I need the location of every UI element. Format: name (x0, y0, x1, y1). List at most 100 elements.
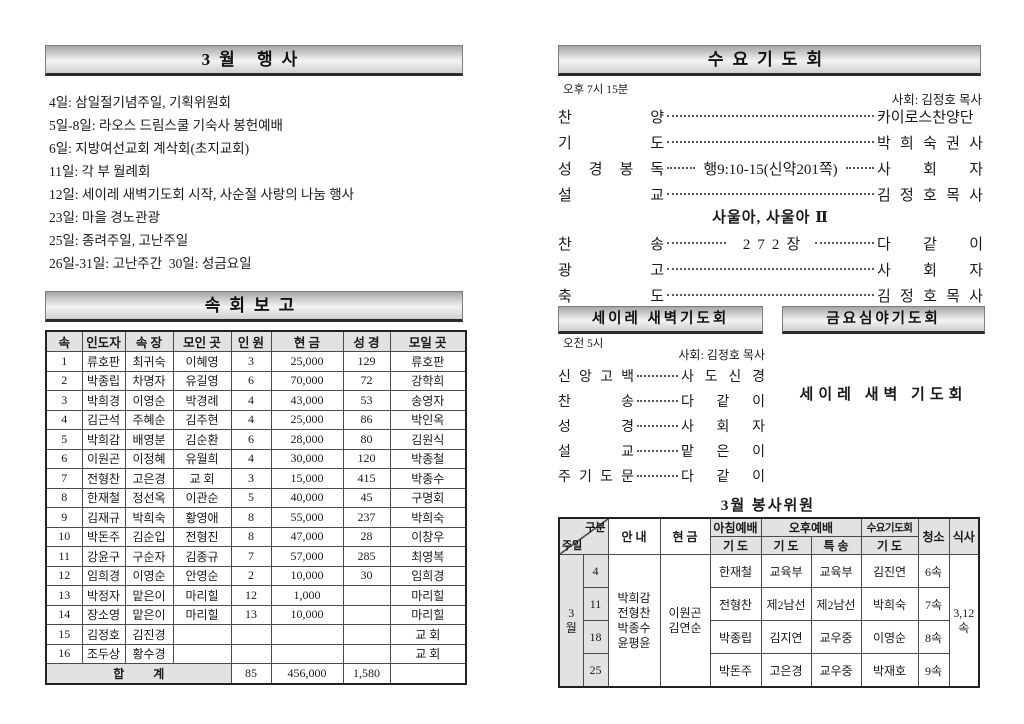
program-value: 사 회 자 (681, 419, 765, 435)
table-cell: 2 (230, 565, 272, 586)
table-cell (270, 643, 344, 664)
table-cell: 맡은이 (124, 604, 174, 625)
program-label: 신 앙 고 백 (558, 369, 634, 385)
annae-names-cell: 박희감 전형찬 박종수 윤평윤 (607, 554, 661, 688)
friday-note: 세이레 새벽 기도회 (799, 387, 968, 403)
total-cell: 456,000 (270, 663, 344, 684)
person-name: 박종수 (617, 620, 651, 635)
person-name: 김연순 (668, 620, 702, 635)
vol-cell: 박종립 (709, 620, 762, 654)
table-cell: 8 (45, 487, 83, 508)
vol-cell: 김진연 (860, 554, 919, 588)
dotted-leader (667, 294, 874, 296)
table-cell: 김순입 (124, 526, 174, 547)
header-afternoon-service: 오후예배 (760, 517, 862, 537)
table-row: 5 박희감 배영분 김순환 6 28,000 80 김원식 (45, 429, 467, 450)
table-cell (342, 624, 391, 645)
table-cell: 이영순 (124, 565, 174, 586)
date-cell: 11 (582, 587, 609, 621)
vol-cell: 제2남선 (810, 587, 862, 621)
table-cell: 129 (342, 351, 391, 372)
program-value: 김 정 호 목 사 (877, 288, 983, 305)
table-cell: 황영애 (172, 507, 232, 528)
program-value: 사 도 신 경 (681, 369, 765, 385)
total-cell: 1,580 (342, 663, 391, 684)
table-cell: 4 (230, 409, 272, 430)
table-cell: 안영순 (172, 565, 232, 586)
vol-cell: 이영순 (860, 620, 919, 654)
vol-cell: 한재철 (709, 554, 762, 588)
program-value: 다 같 이 (877, 236, 983, 253)
dotted-leader (667, 115, 874, 117)
table-cell: 마리힐 (389, 604, 467, 625)
column-header: 현 금 (270, 330, 344, 352)
table-cell: 박희감 (81, 429, 126, 450)
hyeongeum-names-cell: 이원곤 김연순 (659, 554, 711, 688)
vol-cell: 7속 (917, 587, 950, 621)
table-cell: 57,000 (270, 546, 344, 567)
table-cell: 박종립 (81, 370, 126, 391)
table-row: 16 조두상 황수경 교 회 (45, 643, 467, 664)
event-item: 6일: 지방여선교회 계삭회(초지교회) (49, 141, 250, 156)
table-cell: 3 (45, 390, 83, 411)
dotted-leader (667, 167, 696, 169)
program-value: 다 같 이 (681, 394, 765, 410)
vol-cell: 박재호 (860, 653, 919, 688)
table-row: 8 한재철 정선옥 이관순 5 40,000 45 구명회 (45, 487, 467, 508)
table-cell: 40,000 (270, 487, 344, 508)
table-cell: 교 회 (172, 468, 232, 489)
table-cell: 2 (45, 370, 83, 391)
table-cell: 강윤구 (81, 546, 126, 567)
vol-cell: 교우중 (810, 620, 862, 654)
table-cell: 3 (230, 351, 272, 372)
vol-cell: 박희숙 (860, 587, 919, 621)
vol-row: 25 박돈주 고은경 교우중 박재호 9속 (559, 653, 979, 688)
table-cell: 박돈주 (81, 526, 126, 547)
table-cell: 최귀숙 (124, 351, 174, 372)
table-row: 7 전형찬 고은경 교 회 3 15,000 415 박종수 (45, 468, 467, 489)
friday-prayer-header: 금요심야기도회 (782, 306, 985, 334)
header-wednesday-service: 수요기도회 (860, 517, 919, 537)
table-cell: 이정혜 (124, 448, 174, 469)
table-cell: 6 (230, 429, 272, 450)
table-cell: 10,000 (270, 604, 344, 625)
table-cell: 유월희 (172, 448, 232, 469)
table-cell: 박종수 (389, 468, 467, 489)
program-label: 찬 송 (558, 394, 634, 410)
corner-diagonal-cell: 구분 주일 (558, 517, 609, 555)
table-cell: 14 (45, 604, 83, 625)
dotted-leader (637, 474, 678, 477)
friday-prayer-title: 금요심야기도회 (826, 311, 941, 327)
program-label: 설 교 (558, 187, 664, 204)
table-cell: 박희숙 (124, 507, 174, 528)
table-cell: 김정호 (81, 624, 126, 645)
program-label: 성 경 봉 독 (558, 161, 664, 178)
corner-label-juil: 주일 (562, 540, 583, 552)
table-cell: 류호판 (389, 351, 467, 372)
vol-cell: 김지연 (760, 620, 812, 654)
march-events-title: 3월 행사 (201, 50, 307, 69)
corner-label-gubun: 구분 (585, 522, 606, 534)
table-cell: 마리힐 (172, 585, 232, 606)
dotted-leader (637, 449, 678, 452)
table-cell: 마리힐 (172, 604, 232, 625)
table-cell: 배영분 (124, 429, 174, 450)
column-header: 속 (45, 330, 83, 352)
total-cell (389, 663, 467, 684)
program-value: 다 같 이 (681, 469, 765, 485)
table-cell: 송영자 (389, 390, 467, 411)
table-cell: 25,000 (270, 351, 344, 372)
table-cell: 최영복 (389, 546, 467, 567)
table-cell: 8 (230, 526, 272, 547)
person-name: 박희감 (617, 590, 651, 605)
dawn-prayer-title: 세이레 새벽기도회 (591, 311, 730, 327)
vol-cell: 제2남선 (760, 587, 812, 621)
table-cell: 7 (230, 546, 272, 567)
program-value: 사 회 자 (877, 262, 983, 279)
